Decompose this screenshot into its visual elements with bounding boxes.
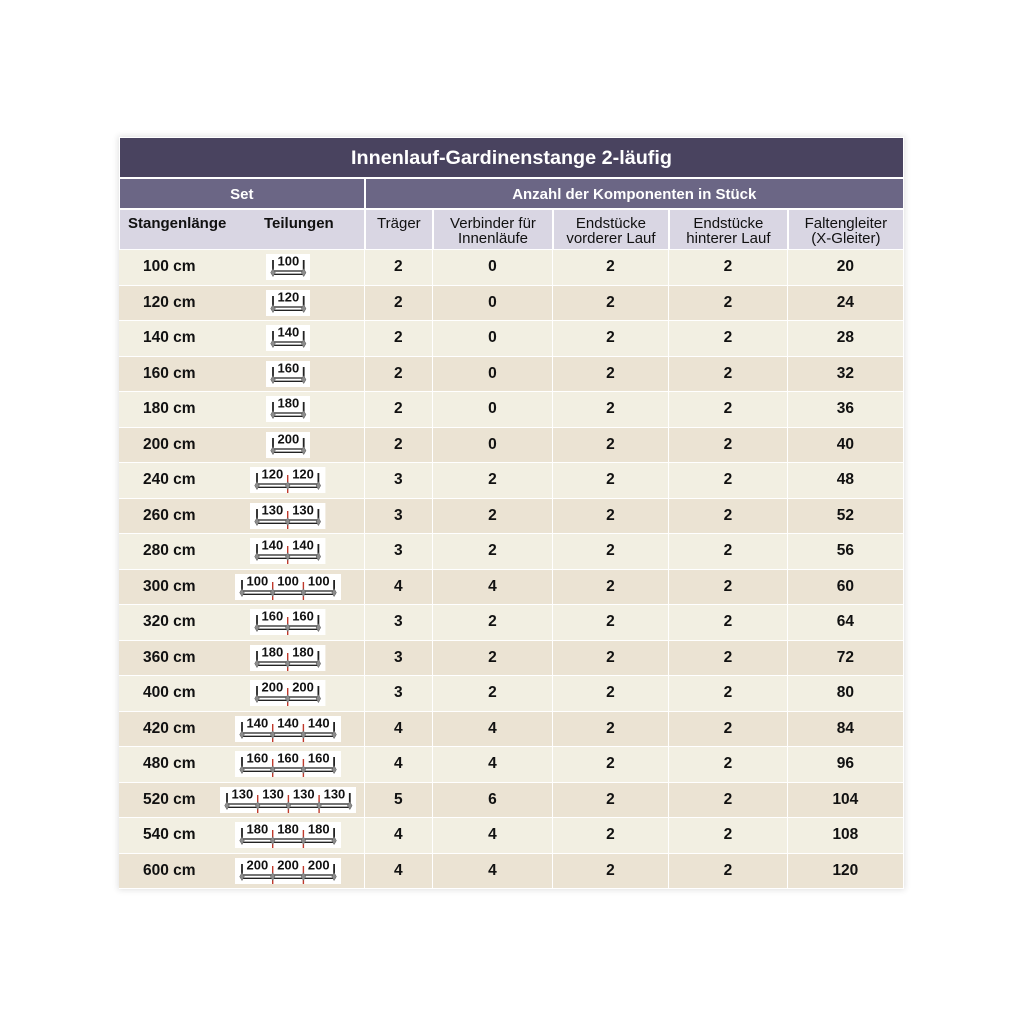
svg-text:160: 160 [277, 751, 299, 766]
svg-text:160: 160 [277, 361, 299, 376]
svg-text:130: 130 [262, 503, 284, 518]
svg-text:200: 200 [293, 680, 315, 695]
svg-text:180: 180 [293, 645, 315, 660]
svg-text:200: 200 [308, 858, 330, 873]
svg-text:100: 100 [277, 574, 299, 589]
svg-text:130: 130 [293, 787, 315, 802]
svg-text:100: 100 [246, 574, 268, 589]
svg-text:200: 200 [246, 858, 268, 873]
svg-text:140: 140 [277, 325, 299, 340]
svg-text:180: 180 [246, 822, 268, 837]
svg-text:120: 120 [277, 290, 299, 305]
svg-text:130: 130 [262, 787, 284, 802]
svg-text:200: 200 [277, 432, 299, 447]
svg-text:100: 100 [308, 574, 330, 589]
svg-text:130: 130 [323, 787, 345, 802]
svg-text:140: 140 [308, 716, 330, 731]
svg-text:120: 120 [262, 467, 284, 482]
svg-text:140: 140 [246, 716, 268, 731]
svg-text:160: 160 [262, 609, 284, 624]
svg-text:160: 160 [308, 751, 330, 766]
svg-text:100: 100 [277, 254, 299, 269]
svg-text:160: 160 [293, 609, 315, 624]
svg-text:180: 180 [277, 396, 299, 411]
svg-text:130: 130 [293, 503, 315, 518]
svg-text:180: 180 [308, 822, 330, 837]
svg-text:140: 140 [293, 538, 315, 553]
svg-text:160: 160 [246, 751, 268, 766]
svg-text:130: 130 [231, 787, 253, 802]
svg-text:200: 200 [262, 680, 284, 695]
svg-text:120: 120 [293, 467, 315, 482]
svg-text:200: 200 [277, 858, 299, 873]
svg-text:180: 180 [262, 645, 284, 660]
svg-text:140: 140 [277, 716, 299, 731]
svg-text:140: 140 [262, 538, 284, 553]
svg-text:180: 180 [277, 822, 299, 837]
